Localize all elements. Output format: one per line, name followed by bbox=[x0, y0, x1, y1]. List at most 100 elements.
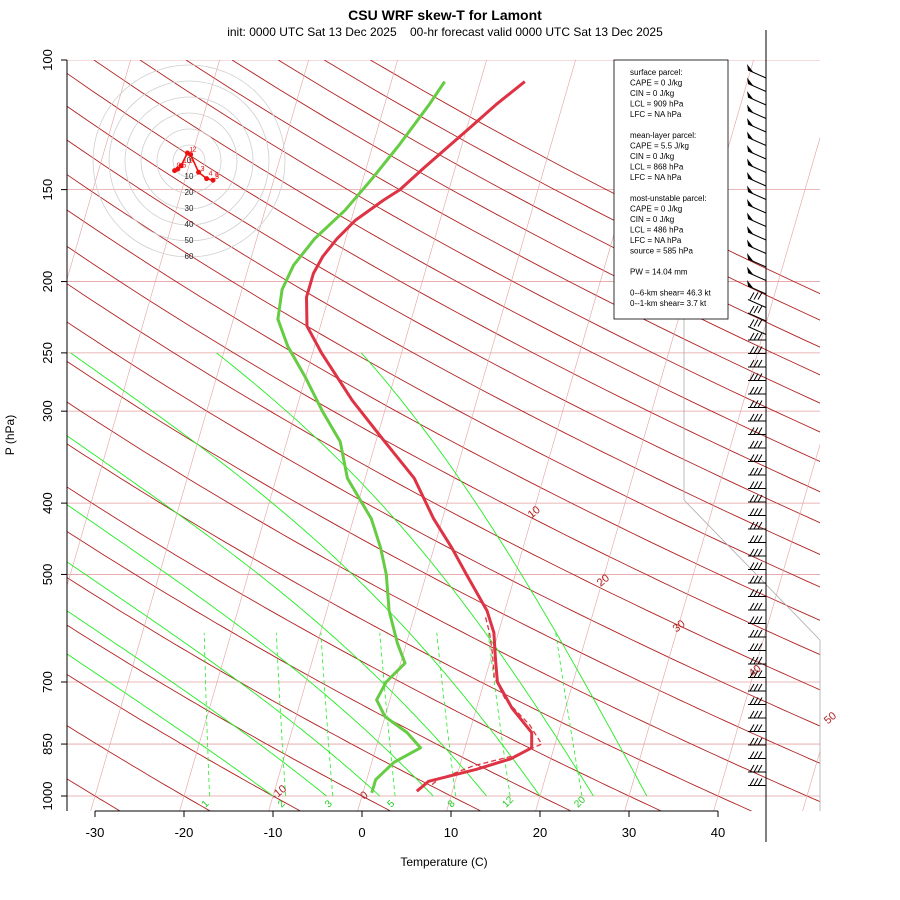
wind-barb-feather bbox=[749, 305, 755, 314]
wind-barb-staff bbox=[747, 326, 767, 335]
wind-barb-feather bbox=[753, 535, 759, 543]
dry-adiabat bbox=[67, 443, 753, 811]
dewpoint-profile bbox=[276, 80, 446, 794]
info-box-line: CIN = 0 J/kg bbox=[630, 89, 674, 98]
mixing-ratio-line bbox=[379, 632, 396, 797]
dry-adiabat bbox=[67, 673, 302, 811]
info-box-line: CAPE = 0 J/kg bbox=[630, 79, 682, 88]
wind-barb-staff bbox=[747, 299, 767, 308]
y-tick-label: 300 bbox=[40, 400, 55, 422]
wind-barb-feather bbox=[749, 656, 755, 665]
wind-barb bbox=[747, 239, 767, 254]
info-box-line: 0--1-km shear= 3.7 kt bbox=[630, 299, 707, 308]
wind-barb-feather bbox=[749, 481, 755, 489]
wind-barb bbox=[748, 454, 766, 462]
info-box-line: CAPE = 0 J/kg bbox=[630, 205, 682, 214]
wind-barb-feather bbox=[753, 427, 759, 435]
x-tick-label: -20 bbox=[175, 825, 194, 840]
dry-adiabat bbox=[67, 725, 211, 811]
info-box-line: LCL = 909 hPa bbox=[630, 100, 684, 109]
wind-barb-feather bbox=[757, 319, 763, 327]
info-box-line: surface parcel: bbox=[630, 68, 682, 77]
isotherm-line bbox=[357, 60, 576, 811]
hodograph-ring-label: 40 bbox=[185, 220, 194, 229]
y-tick-label: 100 bbox=[40, 49, 55, 71]
wind-barb-feather bbox=[753, 575, 759, 584]
wind-barb-feather bbox=[753, 616, 759, 624]
wind-barb bbox=[748, 751, 766, 759]
y-tick-label: 850 bbox=[40, 733, 55, 755]
wind-barb bbox=[748, 616, 766, 624]
wind-barb bbox=[747, 185, 767, 200]
wind-barb bbox=[748, 602, 766, 611]
wind-barb-feather bbox=[753, 778, 759, 786]
mixing-ratio-label: 12 bbox=[500, 794, 516, 810]
wind-barb bbox=[748, 683, 766, 692]
wind-barb-feather bbox=[753, 508, 759, 516]
wind-barb bbox=[748, 589, 766, 597]
wind-barb-feather bbox=[757, 386, 763, 395]
wind-barb-feather bbox=[749, 292, 755, 300]
wind-barb bbox=[748, 562, 766, 570]
wind-barb-feather bbox=[749, 400, 755, 408]
moist-adiabat bbox=[67, 653, 274, 797]
dry-adiabat bbox=[67, 778, 121, 811]
wind-barb-feather bbox=[753, 602, 759, 611]
wind-barb bbox=[747, 77, 767, 92]
wind-barb bbox=[748, 427, 766, 435]
isotherm-line bbox=[67, 60, 131, 281]
x-tick-label: 20 bbox=[533, 825, 547, 840]
wind-barb-feather bbox=[749, 521, 755, 530]
wind-barb-feather bbox=[757, 481, 763, 489]
dry-adiabat bbox=[67, 139, 820, 555]
wind-barb bbox=[747, 91, 767, 106]
info-box-line: CAPE = 5.5 J/kg bbox=[630, 142, 689, 151]
dry-adiabat bbox=[67, 283, 820, 691]
wind-barb-feather bbox=[753, 697, 759, 705]
x-tick-label: 10 bbox=[444, 825, 458, 840]
mixing-ratio-line bbox=[203, 632, 210, 797]
x-tick-label: -10 bbox=[264, 825, 283, 840]
wind-barb-feather bbox=[757, 521, 763, 530]
info-box-line: 0--6-km shear= 46.3 kt bbox=[630, 289, 711, 298]
hodograph-point bbox=[210, 177, 216, 183]
wind-barb-feather bbox=[757, 467, 763, 476]
wind-barb-feather bbox=[753, 467, 759, 476]
hodograph-point-label: 1 bbox=[180, 163, 184, 170]
wind-barb-feather bbox=[757, 494, 763, 503]
y-tick-label: 400 bbox=[40, 492, 55, 514]
wind-barb-feather bbox=[757, 440, 763, 449]
wind-barb-feather bbox=[753, 521, 759, 530]
info-box-line: source = 585 hPa bbox=[630, 247, 693, 256]
info-box-line: CIN = 0 J/kg bbox=[630, 215, 674, 224]
info-box-line: mean-layer parcel: bbox=[630, 131, 696, 140]
wind-barb bbox=[748, 548, 766, 557]
wind-barb-feather bbox=[749, 508, 755, 516]
dry-adiabat bbox=[67, 360, 820, 764]
dry-adiabat bbox=[185, 60, 820, 404]
wind-barb-staff bbox=[747, 312, 767, 322]
moist-adiabat bbox=[360, 352, 648, 797]
wind-barb-feather bbox=[757, 656, 763, 665]
hodograph-ring-label: 0 bbox=[187, 156, 192, 165]
isotherm-line bbox=[624, 136, 820, 811]
hodograph-point-label: 1 bbox=[189, 147, 193, 154]
wind-barb-feather bbox=[753, 440, 759, 449]
wind-barb-feather bbox=[749, 548, 755, 557]
wind-barb bbox=[748, 697, 766, 705]
wind-barb bbox=[748, 359, 766, 368]
wind-barb-feather bbox=[753, 710, 759, 719]
dry-adiabat bbox=[323, 60, 820, 321]
wind-barb-feather bbox=[753, 332, 759, 341]
wind-barb-feather bbox=[749, 467, 755, 476]
wind-barb-flag bbox=[747, 64, 754, 73]
wind-barb-feather bbox=[749, 386, 755, 395]
hodograph-ring bbox=[124, 96, 254, 226]
info-box-line: CIN = 0 J/kg bbox=[630, 152, 674, 161]
wind-barb bbox=[748, 400, 766, 408]
wind-barb bbox=[747, 158, 767, 173]
mixing-ratio-label: 5 bbox=[385, 798, 397, 810]
wind-barb bbox=[748, 373, 766, 381]
